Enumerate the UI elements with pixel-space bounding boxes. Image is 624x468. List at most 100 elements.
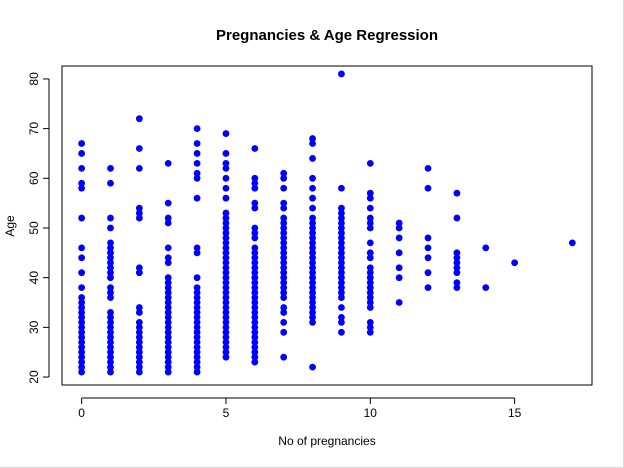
data-point xyxy=(280,289,288,296)
data-point xyxy=(280,219,288,227)
data-point xyxy=(193,333,201,341)
data-point xyxy=(424,284,432,292)
data-point xyxy=(222,184,230,192)
data-point xyxy=(78,368,86,376)
data-point xyxy=(280,234,288,242)
data-point xyxy=(338,214,345,222)
data-point xyxy=(78,184,86,192)
data-point xyxy=(251,289,259,296)
data-point xyxy=(366,194,374,202)
data-point xyxy=(135,328,143,336)
data-point xyxy=(193,363,201,371)
data-point xyxy=(78,314,86,321)
data-point xyxy=(222,159,230,167)
data-point xyxy=(251,328,259,336)
data-point xyxy=(222,314,230,321)
data-point xyxy=(251,254,259,262)
y-tick-label: 40 xyxy=(27,271,41,285)
data-point xyxy=(280,204,288,212)
data-point xyxy=(78,323,86,331)
data-point xyxy=(424,234,432,242)
data-point xyxy=(164,314,172,321)
x-tick-label: 0 xyxy=(78,406,85,420)
data-point xyxy=(107,244,114,252)
data-point xyxy=(193,169,201,177)
data-point xyxy=(366,274,374,282)
data-point xyxy=(222,130,230,137)
data-point xyxy=(193,294,201,301)
data-point xyxy=(251,343,259,351)
data-point xyxy=(193,249,201,257)
data-point xyxy=(395,219,403,227)
data-point xyxy=(135,358,143,366)
data-point xyxy=(78,164,86,172)
data-point xyxy=(366,323,374,331)
y-tick-label: 50 xyxy=(27,221,41,235)
data-point xyxy=(338,264,345,272)
x-axis: 0 5 10 15 xyxy=(78,397,522,420)
data-point xyxy=(193,323,201,331)
data-point xyxy=(338,204,345,212)
data-point xyxy=(366,289,374,296)
y-tick-label: 30 xyxy=(27,320,41,334)
data-point xyxy=(222,194,230,202)
data-point xyxy=(366,189,374,197)
data-point xyxy=(164,159,172,167)
data-point xyxy=(222,289,230,296)
data-point xyxy=(107,239,114,247)
data-point xyxy=(222,279,230,287)
data-point xyxy=(280,264,288,272)
data-point xyxy=(135,323,143,331)
data-point xyxy=(280,309,288,316)
data-point xyxy=(135,348,143,356)
data-point xyxy=(338,318,345,326)
data-point xyxy=(424,244,432,252)
data-point xyxy=(193,244,201,252)
data-point xyxy=(309,194,316,202)
data-point xyxy=(78,179,86,187)
data-point xyxy=(453,214,461,222)
data-point xyxy=(251,179,259,187)
data-point xyxy=(135,318,143,326)
y-tick-label: 60 xyxy=(27,171,41,185)
data-point xyxy=(193,284,201,292)
data-point xyxy=(482,244,490,252)
data-point xyxy=(251,145,259,152)
data-point xyxy=(309,318,316,326)
data-point xyxy=(251,174,259,182)
data-point xyxy=(164,328,172,336)
data-point xyxy=(78,269,86,277)
data-point xyxy=(366,294,374,301)
data-point xyxy=(309,259,316,267)
data-point xyxy=(309,219,316,227)
data-point xyxy=(107,289,114,296)
data-point xyxy=(251,204,259,212)
data-point xyxy=(222,269,230,277)
data-point xyxy=(107,348,114,356)
data-point xyxy=(107,274,114,282)
data-point xyxy=(395,264,403,272)
data-point xyxy=(309,184,316,192)
data-point xyxy=(453,189,461,197)
data-point xyxy=(251,304,259,311)
data-point xyxy=(164,309,172,316)
data-point xyxy=(453,264,461,272)
data-point xyxy=(222,150,230,157)
data-point xyxy=(338,244,345,252)
data-point xyxy=(338,209,345,217)
data-point xyxy=(366,304,374,311)
data-point xyxy=(222,318,230,326)
data-point xyxy=(251,299,259,306)
data-point xyxy=(222,254,230,262)
data-point xyxy=(280,229,288,237)
data-point xyxy=(453,254,461,262)
data-point xyxy=(338,70,345,78)
data-point xyxy=(424,254,432,262)
data-point xyxy=(280,199,288,207)
data-point xyxy=(395,234,403,242)
data-point xyxy=(164,368,172,376)
data-point xyxy=(78,309,86,316)
data-point xyxy=(338,269,345,277)
data-point xyxy=(193,159,201,167)
